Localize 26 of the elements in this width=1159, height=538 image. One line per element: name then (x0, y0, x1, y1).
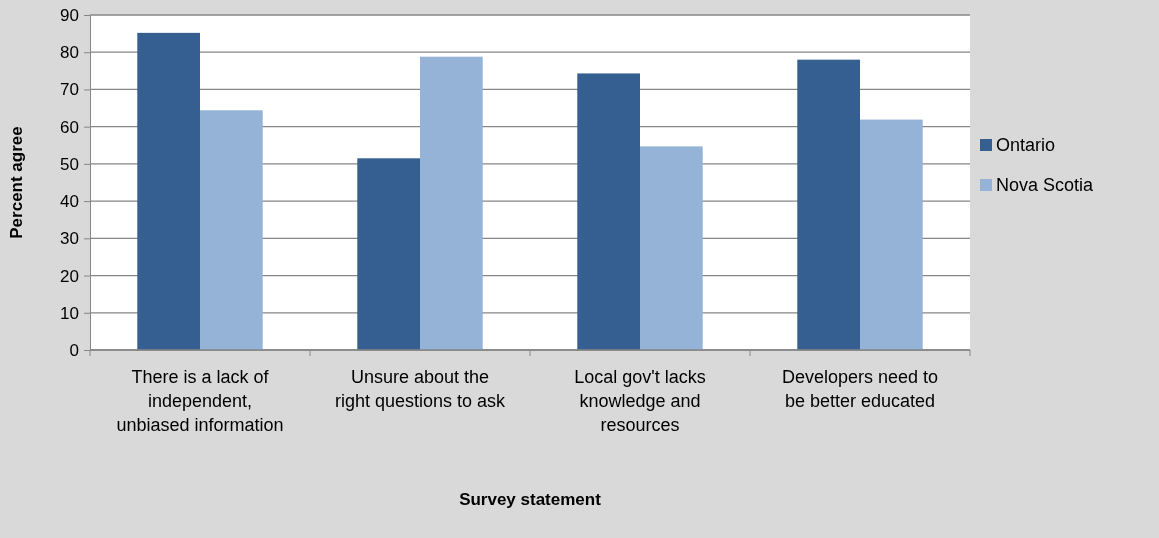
x-tick-label: Unsure about the right questions to ask (334, 367, 507, 411)
y-tick-label: 30 (60, 229, 79, 249)
bar (860, 119, 923, 350)
y-tick-label: 70 (60, 80, 79, 100)
x-tick-label: There is a lack of independent, unbiased information (116, 367, 284, 435)
bar (797, 59, 860, 350)
legend-label: Ontario (996, 135, 1056, 155)
y-tick-label: 60 (60, 117, 79, 137)
bar (200, 110, 263, 350)
bar (577, 73, 640, 350)
legend-label: Nova Scotia (996, 175, 1095, 195)
x-tick-label: Developers need to be better educated (781, 367, 939, 411)
bar (137, 32, 200, 350)
x-axis-title: Survey statement (459, 490, 602, 509)
y-tick-label: 20 (60, 266, 79, 286)
y-tick-label: 10 (60, 303, 79, 323)
bar (640, 146, 703, 350)
y-axis-title: Percent agree (7, 126, 26, 239)
y-tick-label: 90 (60, 5, 79, 25)
bar (357, 158, 420, 350)
y-tick-label: 80 (60, 43, 79, 63)
y-tick-label: 40 (60, 192, 79, 212)
bar (420, 56, 483, 350)
y-tick-label: 0 (69, 340, 79, 360)
x-tick-label: Local gov't lacks knowledge and resources (574, 367, 706, 435)
y-tick-label: 50 (60, 154, 79, 174)
